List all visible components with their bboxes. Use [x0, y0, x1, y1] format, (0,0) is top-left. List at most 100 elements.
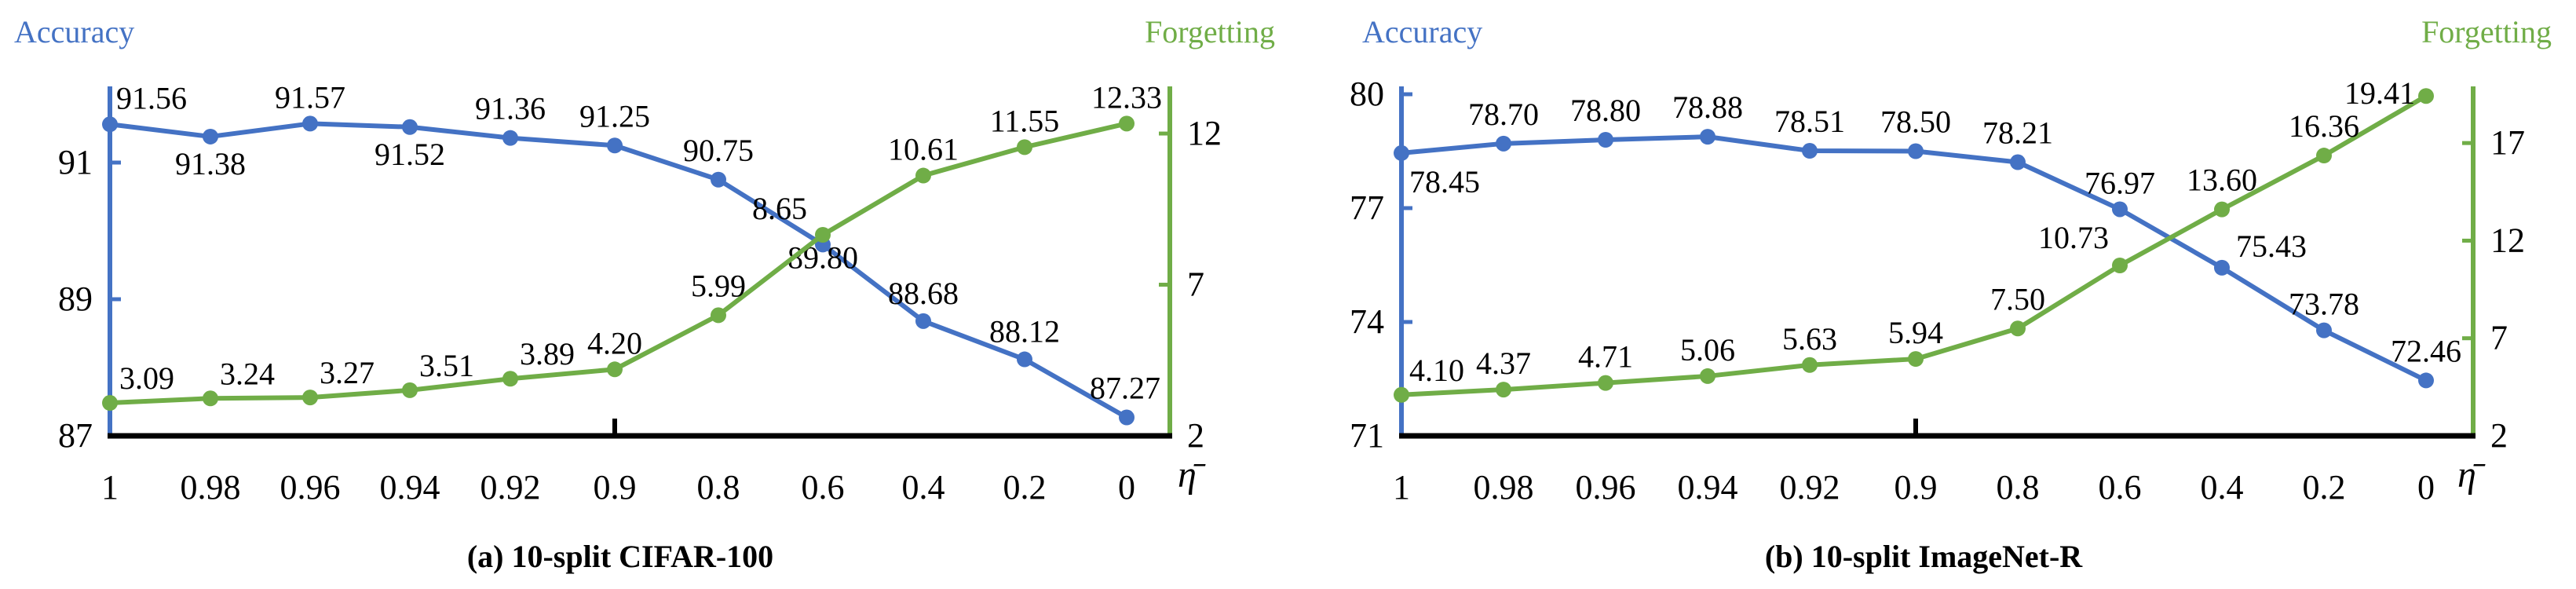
- forgetting-point: [1802, 357, 1818, 373]
- forgetting-data-label: 11.55: [990, 103, 1060, 138]
- x-tick-label: 0.96: [1576, 468, 1636, 507]
- forgetting-data-label: 4.20: [587, 325, 642, 360]
- forgetting-data-label: 3.51: [419, 348, 474, 383]
- forgetting-data-label: 5.06: [1680, 332, 1735, 368]
- forgetting-point: [2010, 320, 2026, 337]
- accuracy-data-label: 87.27: [1090, 371, 1160, 406]
- accuracy-point: [502, 130, 518, 146]
- right-axis-title: Forgetting: [2421, 14, 2552, 49]
- left-tick-label: 91: [58, 143, 93, 181]
- left-axis-title: Accuracy: [14, 14, 134, 49]
- chart-cifar100: Accuracy Forgetting η̄ (a) 10-split CIFA…: [14, 14, 1275, 574]
- accuracy-point: [2214, 259, 2230, 276]
- x-tick-label: 0.2: [1003, 468, 1047, 507]
- accuracy-point: [1598, 132, 1613, 148]
- x-tick-label: 0.6: [2099, 468, 2142, 507]
- forgetting-data-label: 8.65: [752, 191, 807, 226]
- x-tick-label: 0.98: [181, 468, 241, 507]
- forgetting-data-label: 4.71: [1578, 339, 1633, 375]
- accuracy-data-label: 78.80: [1570, 93, 1641, 128]
- forgetting-data-label: 4.10: [1409, 353, 1464, 388]
- left-tick-label: 87: [58, 416, 93, 455]
- x-tick-label: 0.92: [480, 468, 541, 507]
- accuracy-point: [2112, 201, 2128, 218]
- accuracy-point: [1908, 143, 1924, 159]
- forgetting-point: [1908, 351, 1924, 368]
- forgetting-data-label: 5.94: [1888, 315, 1943, 350]
- forgetting-point: [302, 390, 318, 406]
- accuracy-data-label: 73.78: [2289, 287, 2359, 322]
- x-tick-label: 0.4: [902, 468, 945, 507]
- accuracy-point: [1700, 129, 1716, 145]
- accuracy-point: [302, 115, 318, 132]
- x-tick-label: 0: [1118, 468, 1135, 507]
- accuracy-data-label: 91.57: [275, 79, 345, 115]
- x-tick-label: 0: [2417, 468, 2435, 507]
- accuracy-point: [203, 128, 218, 145]
- accuracy-data-label: 72.46: [2391, 333, 2461, 368]
- forgetting-data-label: 12.33: [1091, 79, 1162, 115]
- accuracy-data-label: 88.12: [989, 314, 1060, 349]
- accuracy-data-label: 78.45: [1409, 164, 1480, 199]
- forgetting-point: [102, 395, 118, 412]
- forgetting-data-label: 16.36: [2289, 108, 2359, 144]
- accuracy-data-label: 91.52: [375, 137, 445, 172]
- forgetting-data-label: 5.99: [691, 268, 746, 303]
- forgetting-point: [1119, 115, 1135, 132]
- accuracy-point: [102, 116, 118, 133]
- accuracy-point: [915, 313, 931, 329]
- accuracy-point: [607, 137, 623, 154]
- accuracy-point: [1017, 351, 1032, 368]
- left-tick-label: 80: [1350, 75, 1384, 113]
- accuracy-data-label: 75.43: [2236, 229, 2307, 264]
- accuracy-data-label: 91.56: [116, 80, 187, 115]
- forgetting-point: [502, 371, 518, 387]
- accuracy-data-label: 78.51: [1774, 104, 1845, 139]
- accuracy-data-label: 91.38: [175, 146, 246, 181]
- forgetting-data-label: 7.50: [1990, 281, 2045, 316]
- x-tick-label: 0.9: [1895, 468, 1938, 507]
- forgetting-point: [402, 382, 418, 398]
- forgetting-data-label: 3.24: [220, 356, 275, 391]
- accuracy-point: [711, 171, 726, 188]
- left-tick-label: 71: [1350, 416, 1384, 455]
- forgetting-data-label: 10.73: [2038, 220, 2109, 255]
- accuracy-point: [1119, 409, 1135, 426]
- forgetting-point: [1598, 375, 1613, 391]
- forgetting-point: [1496, 382, 1511, 398]
- left-axis-title: Accuracy: [1362, 14, 1482, 49]
- accuracy-data-label: 89.80: [787, 240, 858, 275]
- forgetting-data-label: 5.63: [1782, 321, 1837, 357]
- forgetting-point: [815, 227, 831, 243]
- forgetting-data-label: 3.27: [320, 355, 375, 390]
- forgetting-data-label: 10.61: [888, 132, 959, 167]
- accuracy-point: [1394, 145, 1409, 161]
- x-tick-label: 1: [101, 468, 119, 507]
- x-axis-label: η̄: [2457, 454, 2486, 496]
- x-tick-label: 0.6: [802, 468, 845, 507]
- chart-caption: (a) 10-split CIFAR-100: [467, 539, 773, 574]
- accuracy-data-label: 78.50: [1880, 104, 1951, 140]
- forgetting-data-label: 3.89: [520, 336, 575, 371]
- x-tick-label: 0.98: [1474, 468, 1534, 507]
- accuracy-data-label: 78.88: [1672, 90, 1743, 125]
- accuracy-data-label: 88.68: [888, 276, 959, 311]
- forgetting-point: [1394, 386, 1409, 403]
- right-tick-label: 7: [1187, 265, 1204, 304]
- x-tick-label: 0.8: [1997, 468, 2040, 507]
- right-tick-label: 12: [2490, 221, 2525, 259]
- forgetting-data-label: 19.41: [2344, 75, 2415, 111]
- left-tick-label: 77: [1350, 188, 1384, 227]
- accuracy-data-label: 90.75: [683, 133, 754, 168]
- right-tick-label: 12: [1187, 114, 1222, 152]
- forgetting-point: [2112, 257, 2128, 273]
- x-tick-label: 1: [1393, 468, 1410, 507]
- accuracy-data-label: 78.21: [1982, 115, 2053, 151]
- right-axis-title: Forgetting: [1145, 14, 1275, 49]
- forgetting-data-label: 4.37: [1476, 346, 1531, 381]
- forgetting-point: [607, 361, 623, 378]
- forgetting-point: [2418, 88, 2434, 104]
- x-tick-label: 0.94: [1678, 468, 1738, 507]
- forgetting-point: [203, 390, 218, 407]
